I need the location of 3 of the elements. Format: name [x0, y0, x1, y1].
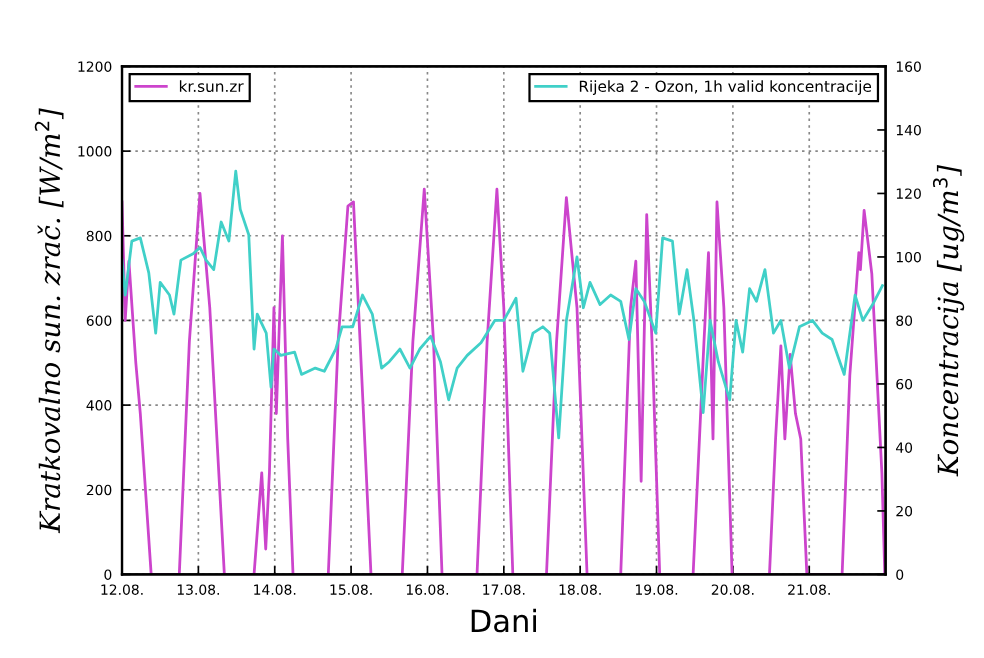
- x-axis-title: Dani: [471, 608, 536, 633]
- y-axis-title: Kratkovalno sun. zrač. [W/m$^{2}$]: [34, 108, 64, 534]
- y2-axis-title: Koncentracija [ug/m$^{3}$]: [932, 164, 965, 477]
